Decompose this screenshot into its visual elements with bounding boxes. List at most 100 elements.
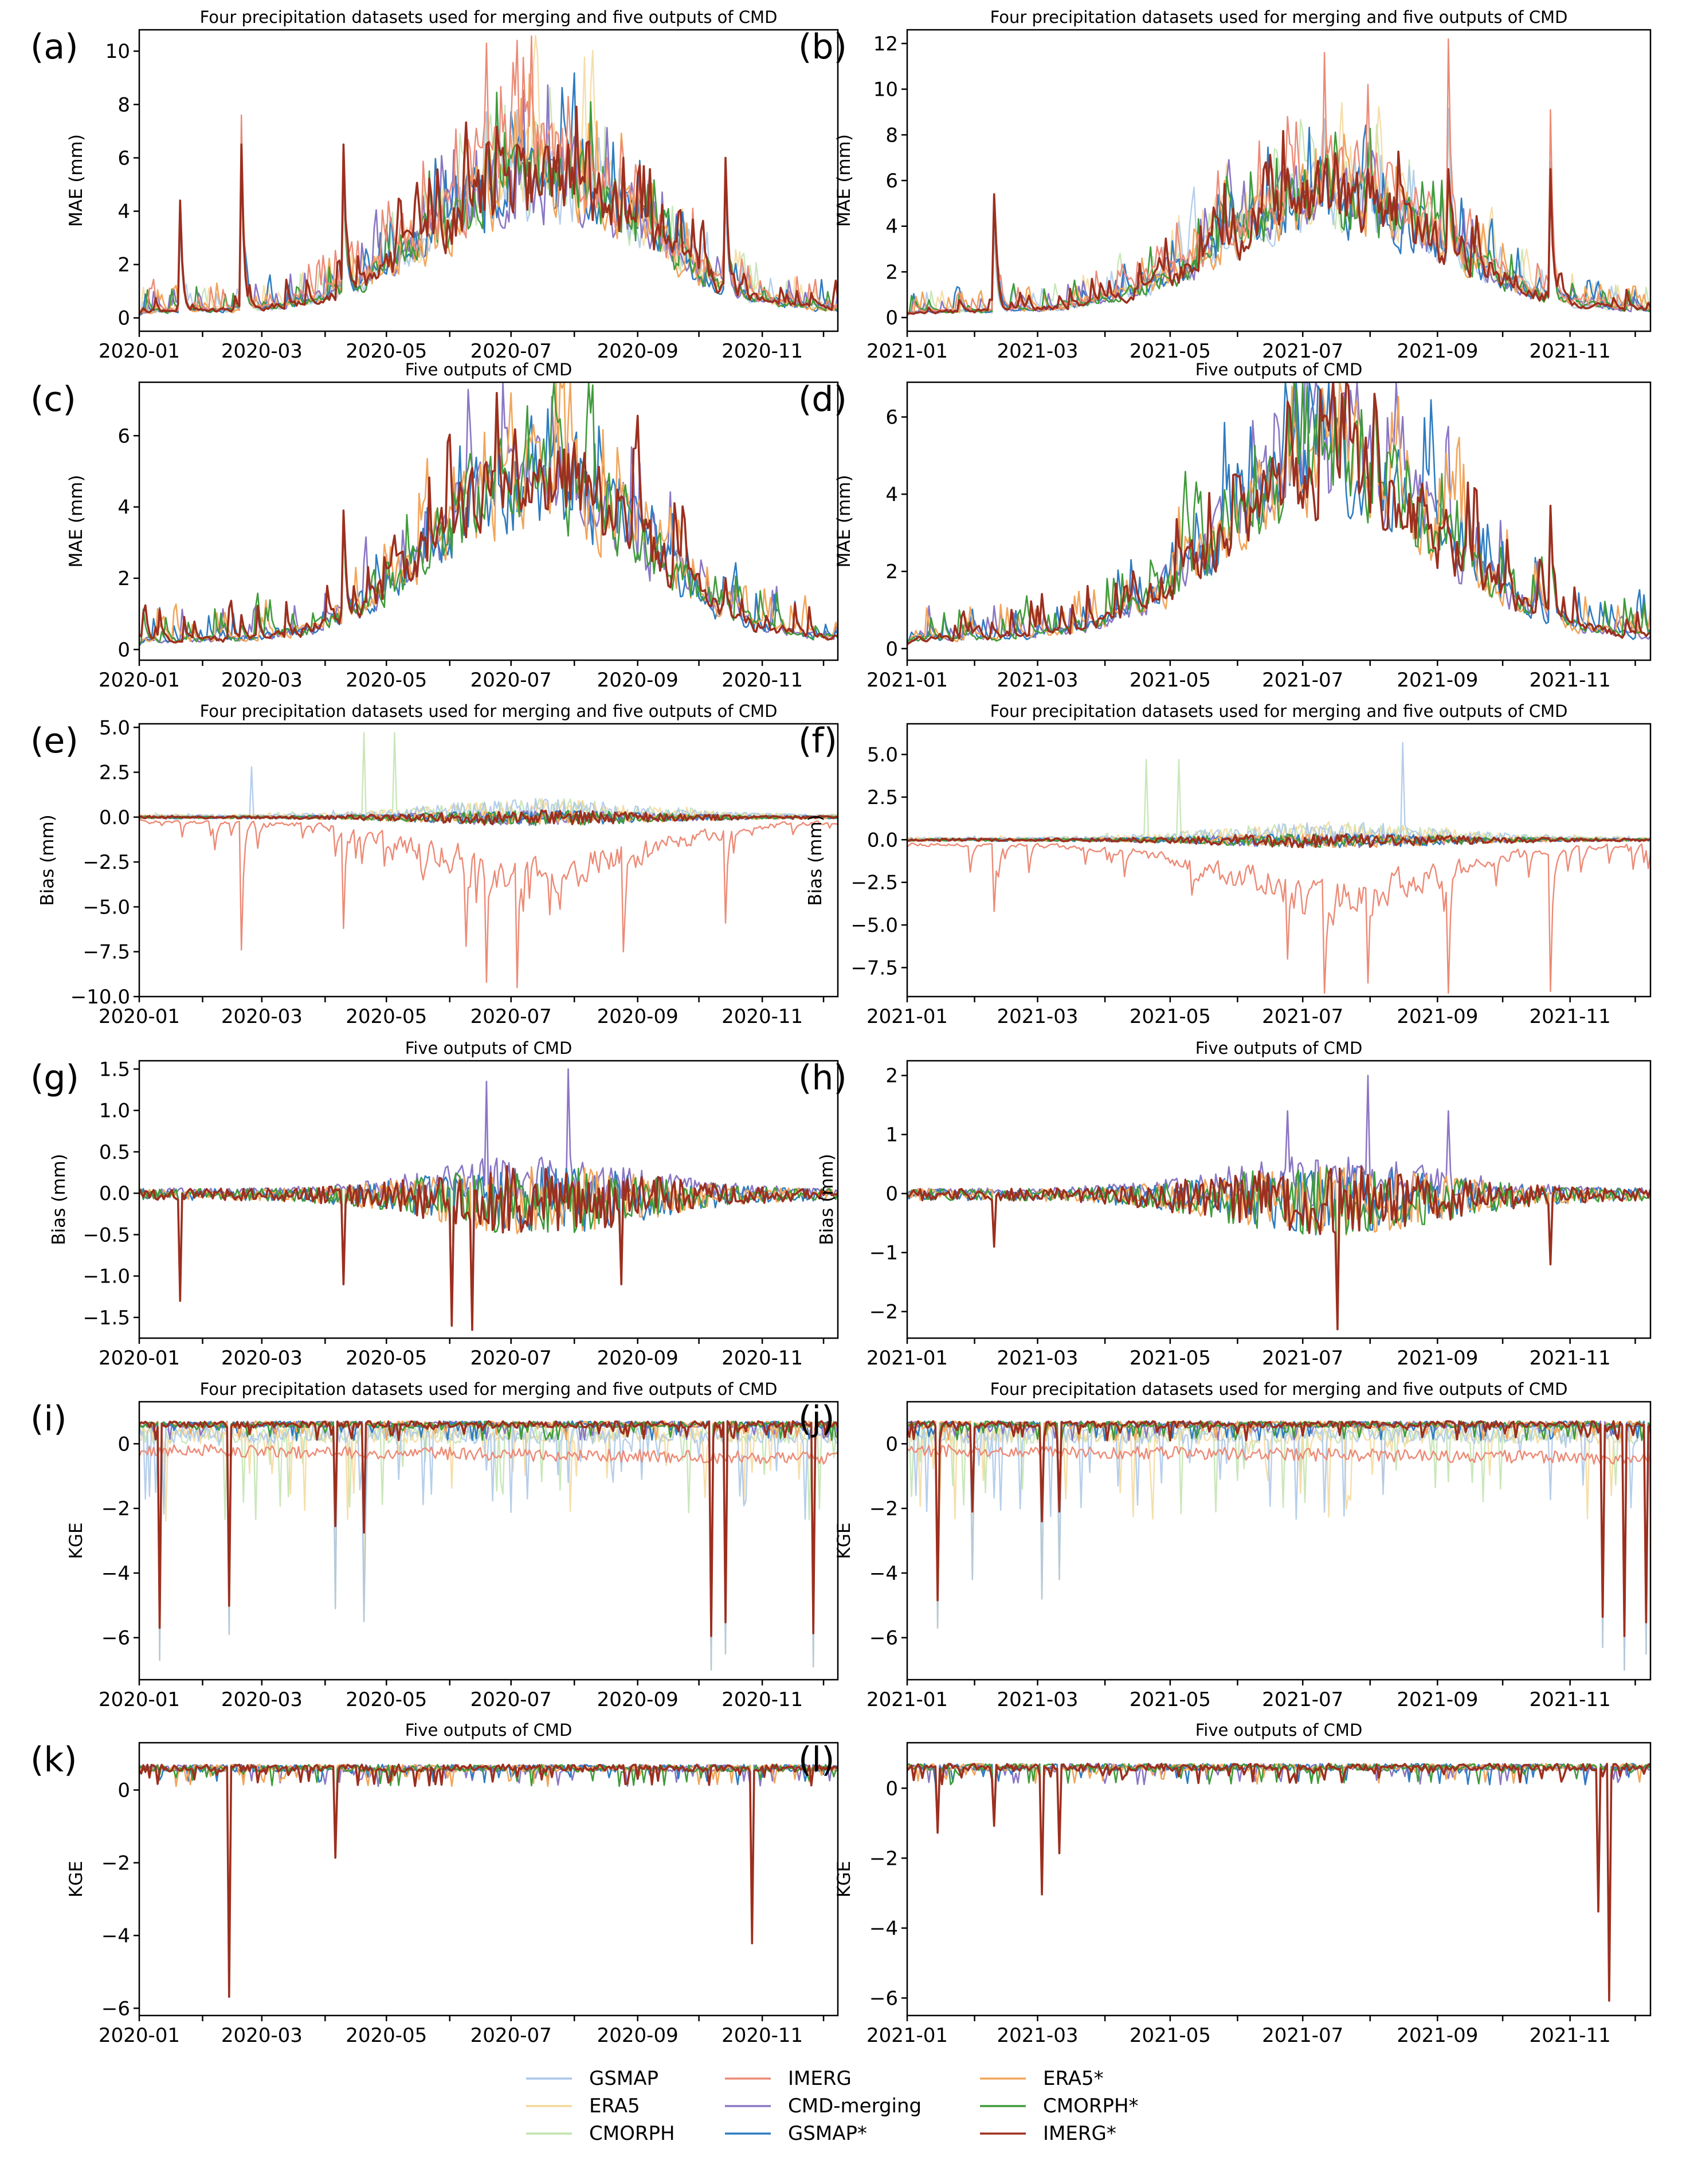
y-axis-label: KGE xyxy=(66,1861,87,1897)
x-tick-label: 2020-11 xyxy=(722,1005,803,1028)
x-tick-label: 2020-05 xyxy=(346,2024,427,2047)
x-tick-label: 2021-07 xyxy=(1262,340,1343,363)
y-axis-label: KGE xyxy=(66,1523,87,1559)
x-tick-label: 2021-03 xyxy=(997,2024,1079,2047)
series-line-cmorph-star xyxy=(139,382,838,646)
plot-area xyxy=(906,381,1652,661)
x-tick-label: 2020-09 xyxy=(597,340,679,363)
x-tick-label: 2021-05 xyxy=(1130,1005,1211,1028)
series-line-era5-star xyxy=(139,73,838,315)
x-tick-label: 2020-11 xyxy=(722,340,803,363)
series-line-cmorph-star xyxy=(907,382,1650,642)
panel-label: (d) xyxy=(798,379,847,419)
x-tick-label: 2020-07 xyxy=(470,2024,552,2047)
y-tick-label: 1.5 xyxy=(99,1058,130,1081)
legend-label: ERA5* xyxy=(1043,2067,1104,2090)
y-tick-label: −10.0 xyxy=(70,986,130,1009)
y-tick-label: −6 xyxy=(101,1997,130,2020)
legend-item: CMD-merging xyxy=(725,2095,922,2118)
series-line-cmorph xyxy=(139,732,838,823)
panel-g: Five outputs of CMD (g) Bias (mm) −1.5 −1.0 −… xyxy=(30,1038,839,1370)
plot-area xyxy=(138,1742,839,2017)
x-tick-label: 2021-07 xyxy=(1262,1005,1343,1028)
y-tick-label: −6 xyxy=(869,1987,898,2010)
y-tick-label: 0 xyxy=(885,1183,898,1206)
legend: GSMAP ERA5 CMORPH IMERG CMD-merging GSMAP* ERA… xyxy=(526,2067,1139,2145)
y-tick-label: −6 xyxy=(101,1627,130,1650)
legend-item: ERA5 xyxy=(526,2095,640,2118)
panel-label: (f) xyxy=(798,721,837,761)
panel-label: (a) xyxy=(30,27,79,67)
series-line-cmorph-star xyxy=(139,1763,838,1994)
y-tick-label: 0 xyxy=(885,307,898,330)
y-tick-label: −2 xyxy=(869,1847,898,1870)
series-group xyxy=(139,1763,838,1998)
y-tick-label: 4 xyxy=(117,201,130,224)
x-tick-label: 2020-05 xyxy=(346,1005,427,1028)
panel-label: (b) xyxy=(798,27,847,67)
x-tick-label: 2021-09 xyxy=(1397,2024,1478,2047)
x-tick-label: 2021-07 xyxy=(1262,2024,1343,2047)
series-line-era5-star xyxy=(139,382,838,644)
series-line-imerg-star xyxy=(907,1166,1650,1331)
y-tick-label: 2.5 xyxy=(867,786,898,809)
x-tick-label: 2021-05 xyxy=(1130,2024,1211,2047)
y-tick-label: −0.5 xyxy=(83,1224,130,1246)
y-tick-label: 1 xyxy=(885,1124,898,1147)
y-tick-label: 6 xyxy=(117,147,130,170)
y-tick-label: −7.5 xyxy=(850,956,898,979)
series-line-cmd-merging xyxy=(907,1763,1650,1985)
x-tick-label: 2021-11 xyxy=(1530,1005,1611,1028)
x-tick-label: 2020-03 xyxy=(221,1347,303,1370)
legend-label: CMD-merging xyxy=(788,2095,922,2118)
plot-area xyxy=(138,381,839,661)
panel-label: (i) xyxy=(30,1399,67,1439)
panel-a: Four precipitation datasets used for mer… xyxy=(30,7,839,363)
y-tick-label: 5.0 xyxy=(99,716,130,739)
y-tick-label: −2 xyxy=(869,1301,898,1324)
series-line-cmorph-star xyxy=(907,1167,1650,1330)
legend-label: ERA5 xyxy=(589,2095,640,2118)
series-line-imerg-star xyxy=(907,130,1650,315)
y-tick-label: −5.0 xyxy=(850,914,898,937)
y-tick-label: 10 xyxy=(873,79,898,101)
y-tick-label: 0 xyxy=(117,1433,130,1456)
x-tick-label: 2020-01 xyxy=(99,2024,180,2047)
x-tick-label: 2021-05 xyxy=(1130,1688,1211,1711)
x-tick-label: 2021-09 xyxy=(1397,1688,1478,1711)
series-line-gsmap xyxy=(907,742,1650,846)
x-tick-label: 2021-05 xyxy=(1130,1347,1211,1370)
y-tick-label: −7.5 xyxy=(83,941,130,964)
series-line-imerg-star xyxy=(907,1762,1650,2002)
y-tick-label: −6 xyxy=(869,1627,898,1650)
y-tick-label: −4 xyxy=(101,1562,130,1585)
y-tick-label: −1.0 xyxy=(83,1265,130,1288)
y-tick-label: 2 xyxy=(117,567,130,590)
series-line-imerg xyxy=(907,1444,1650,1465)
y-tick-label: −4 xyxy=(869,1917,898,1940)
x-tick-label: 2020-09 xyxy=(597,1688,679,1711)
legend-label: IMERG xyxy=(788,2067,852,2090)
x-tick-label: 2021-01 xyxy=(866,2024,948,2047)
series-line-imerg-star xyxy=(139,391,838,644)
series-line-imerg-star xyxy=(139,105,838,315)
y-tick-label: −5.0 xyxy=(83,896,130,919)
y-tick-label: 0.0 xyxy=(99,806,130,829)
y-axis-label: KGE xyxy=(834,1523,854,1559)
x-tick-label: 2021-01 xyxy=(866,669,948,692)
series-line-gsmap-star xyxy=(907,1763,1650,1989)
series-line-cmd-merging xyxy=(139,382,838,646)
panel-title: Five outputs of CMD xyxy=(1195,360,1363,379)
y-tick-label: 0.0 xyxy=(867,829,898,852)
series-line-imerg xyxy=(907,842,1650,994)
panel-j: Four precipitation datasets used for mer… xyxy=(798,1379,1652,1711)
y-tick-label: 1.0 xyxy=(99,1100,130,1123)
y-tick-label: 0 xyxy=(885,638,898,661)
y-tick-label: 6 xyxy=(885,406,898,429)
x-tick-label: 2020-01 xyxy=(99,1005,180,1028)
x-tick-label: 2021-03 xyxy=(997,340,1079,363)
x-tick-label: 2020-01 xyxy=(99,340,180,363)
x-tick-label: 2020-03 xyxy=(221,669,303,692)
x-tick-label: 2020-05 xyxy=(346,669,427,692)
y-tick-label: 0.5 xyxy=(99,1141,130,1164)
